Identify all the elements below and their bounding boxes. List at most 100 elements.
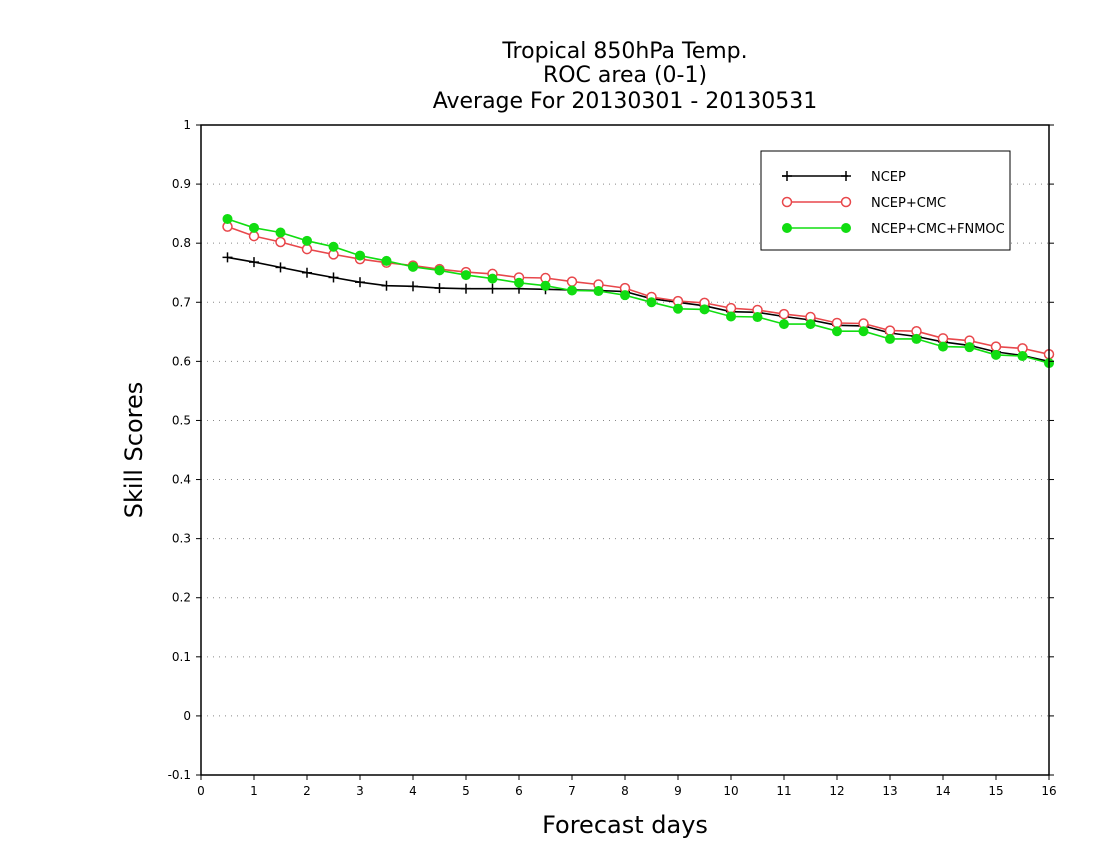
chart-title: Tropical 850hPa Temp. ROC area (0-1) Ave… — [433, 39, 818, 114]
data-point-ncep-cmc-fnmoc — [593, 286, 604, 297]
x-tick-label: 11 — [776, 784, 791, 798]
data-point-ncep-cmc — [778, 308, 790, 320]
data-point-ncep-cmc-fnmoc — [249, 222, 259, 233]
data-point-ncep-cmc-fnmoc — [832, 326, 842, 337]
x-tick-label: 5 — [462, 784, 470, 798]
data-point-ncep-cmc-fnmoc — [487, 273, 498, 284]
data-point-ncep-cmc-fnmoc — [699, 304, 710, 315]
data-point-ncep-cmc — [566, 276, 578, 287]
y-axis-title: Skill Scores — [120, 382, 148, 519]
data-point-ncep-cmc-fnmoc — [514, 277, 524, 288]
data-point-ncep-cmc-fnmoc — [275, 227, 286, 238]
y-tick-label: 0.4 — [172, 473, 191, 487]
data-point-ncep — [381, 280, 392, 291]
data-point-ncep — [249, 257, 259, 268]
x-tick-label: 8 — [621, 784, 629, 798]
y-tick-label: 0.9 — [172, 177, 191, 191]
series-ncep-cmc-fnmoc — [222, 213, 1054, 369]
legend: NCEP NCEP+CMC NCEP+CMC+FNMOC — [760, 150, 1011, 251]
y-tick-label: 0 — [183, 709, 191, 723]
data-point-ncep — [328, 272, 339, 283]
data-point-ncep — [461, 283, 471, 294]
y-tick-label: 0.7 — [172, 295, 191, 309]
x-tick-label: 12 — [829, 784, 844, 798]
x-tick-label: 10 — [723, 784, 738, 798]
data-point-ncep — [355, 277, 365, 288]
legend-entry-ncep-cmc-fnmoc: NCEP+CMC+FNMOC — [782, 222, 1005, 237]
data-point-ncep-cmc-fnmoc — [328, 241, 339, 252]
y-tick-label: 0.6 — [172, 354, 191, 368]
title-line-3: Average For 20130301 - 20130531 — [433, 89, 818, 114]
y-axis-ticks: 1 0.9 0.8 0.7 0.6 0.5 0.4 0.3 0.2 0.1 0 -0.1 — [168, 118, 1054, 782]
x-tick-label: 7 — [568, 784, 576, 798]
data-point-ncep-cmc — [275, 236, 286, 248]
data-point-ncep-cmc-fnmoc — [752, 312, 763, 323]
legend-marker — [781, 196, 793, 208]
data-point-ncep-cmc-fnmoc — [646, 297, 657, 308]
data-point-ncep-cmc-fnmoc — [858, 326, 869, 337]
data-point-ncep — [434, 283, 445, 294]
x-axis-ticks: 0 1 2 3 4 5 6 7 8 9 10 11 12 13 14 15 16 — [197, 775, 1057, 798]
legend-entry-ncep: NCEP — [782, 170, 906, 185]
title-line-2: ROC area (0-1) — [543, 63, 707, 88]
data-point-ncep-cmc-fnmoc — [620, 290, 630, 301]
x-tick-label: 9 — [674, 784, 682, 798]
x-tick-label: 16 — [1041, 784, 1056, 798]
data-point-ncep-cmc-fnmoc — [673, 303, 683, 314]
legend-marker — [841, 171, 851, 181]
x-tick-label: 14 — [935, 784, 950, 798]
x-tick-label: 4 — [409, 784, 417, 798]
data-point-ncep — [487, 283, 498, 294]
data-point-ncep-cmc-fnmoc — [381, 255, 392, 266]
legend-box — [760, 150, 1011, 251]
data-point-ncep-cmc-fnmoc — [540, 280, 551, 291]
data-point-ncep-cmc-fnmoc — [991, 349, 1001, 360]
data-point-ncep-cmc-fnmoc — [461, 270, 471, 281]
gridlines — [201, 183, 1049, 717]
y-tick-label: 0.8 — [172, 236, 191, 250]
data-point-ncep-cmc — [248, 230, 260, 242]
data-point-ncep-cmc — [725, 302, 737, 314]
data-point-ncep — [222, 252, 233, 263]
data-point-ncep — [408, 281, 418, 292]
legend-marker — [840, 196, 852, 208]
data-point-ncep-cmc-fnmoc — [805, 319, 816, 330]
legend-marker — [782, 171, 792, 181]
data-point-ncep-cmc-fnmoc — [726, 311, 736, 322]
legend-entry-ncep-cmc: NCEP+CMC — [781, 196, 946, 211]
data-point-ncep-cmc-fnmoc — [355, 250, 365, 261]
series-group — [222, 213, 1055, 369]
legend-marker — [841, 223, 851, 233]
title-line-1: Tropical 850hPa Temp. — [501, 39, 747, 64]
legend-marker — [782, 223, 792, 233]
data-point-ncep-cmc-fnmoc — [302, 235, 312, 246]
x-axis-title: Forecast days — [542, 811, 708, 839]
data-point-ncep-cmc — [884, 325, 896, 336]
data-point-ncep-cmc-fnmoc — [222, 213, 233, 224]
data-point-ncep-cmc-fnmoc — [434, 265, 445, 276]
x-tick-label: 1 — [250, 784, 258, 798]
data-point-ncep-cmc-fnmoc — [779, 319, 789, 330]
data-point-ncep — [302, 267, 312, 278]
data-point-ncep-cmc-fnmoc — [567, 285, 577, 296]
data-point-ncep-cmc-fnmoc — [964, 342, 975, 353]
x-tick-label: 0 — [197, 784, 205, 798]
series-ncep — [222, 252, 1054, 367]
y-tick-label: 0.3 — [172, 532, 191, 546]
legend-label: NCEP — [871, 170, 906, 185]
x-tick-label: 13 — [882, 784, 897, 798]
legend-label: NCEP+CMC+FNMOC — [871, 222, 1005, 237]
x-tick-label: 15 — [988, 784, 1003, 798]
data-point-ncep-cmc — [831, 317, 843, 329]
data-point-ncep-cmc-fnmoc — [408, 261, 418, 272]
series-line-ncep — [227, 256, 1050, 363]
y-tick-label: 0.5 — [172, 413, 191, 427]
y-tick-label: 0.1 — [172, 650, 191, 664]
data-point-ncep-cmc-fnmoc — [938, 341, 948, 352]
x-tick-label: 6 — [515, 784, 523, 798]
data-point-ncep-cmc-fnmoc — [911, 333, 922, 344]
data-point-ncep-cmc-fnmoc — [885, 333, 895, 344]
data-point-ncep-cmc — [990, 341, 1002, 352]
y-tick-label: -0.1 — [168, 768, 191, 782]
